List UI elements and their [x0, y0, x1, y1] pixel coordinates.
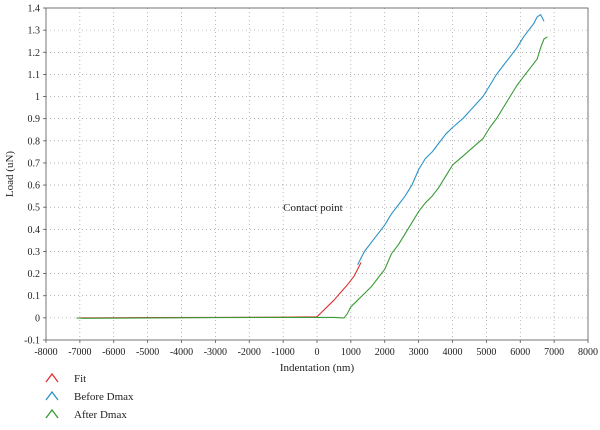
x-axis: -8000 -7000 -6000 -5000 -4000 -3000 -2000 -1000… — [34, 340, 598, 358]
y-axis-label: Load (uN) — [4, 151, 16, 197]
x-tick-label: 8000 — [578, 347, 598, 358]
x-tick-label: 6000 — [510, 347, 530, 358]
legend-swatch — [45, 372, 59, 383]
contact-point-annotation: Contact point — [283, 202, 343, 214]
y-tick-label: 0.9 — [28, 114, 41, 125]
legend-label: After Dmax — [74, 409, 127, 421]
legend-swatch — [45, 408, 59, 419]
y-tick-label: 0 — [35, 313, 40, 324]
y-tick-label: 1.2 — [28, 48, 41, 59]
x-tick-label: -5000 — [136, 347, 159, 358]
legend-label: Before Dmax — [74, 391, 134, 403]
x-tick-label: 1000 — [341, 347, 361, 358]
series-line-before-dmax — [357, 14, 545, 265]
x-tick-label: 2000 — [375, 347, 395, 358]
x-tick-label: -1000 — [271, 347, 294, 358]
series-line-fit — [79, 262, 362, 319]
y-tick-label: 0.1 — [28, 291, 41, 302]
y-tick-label: 0.6 — [28, 181, 41, 192]
y-tick-label: 0.8 — [28, 136, 41, 147]
x-tick-label: -3000 — [204, 347, 227, 358]
x-axis-label: Indentation (nm) — [280, 362, 355, 374]
y-tick-label: 0.7 — [28, 158, 41, 169]
x-tick-label: 3000 — [409, 347, 429, 358]
y-tick-label: 1.4 — [28, 4, 41, 15]
legend: Fit Before Dmax After Dmax — [45, 372, 134, 421]
y-tick-label: 0.2 — [28, 269, 41, 280]
y-tick-label: 0.4 — [28, 225, 41, 236]
legend-swatch — [45, 390, 59, 401]
y-tick-label: 1 — [35, 92, 40, 103]
series-group — [76, 14, 548, 319]
y-axis: -0.1 0 0.1 0.2 0.3 0.4 0.5 0.6 0.7 0.8 0.9 1 1.1 1.2 1… — [24, 4, 46, 347]
x-tick-label: -2000 — [238, 347, 261, 358]
x-tick-label: 4000 — [443, 347, 463, 358]
x-tick-label: -6000 — [102, 347, 125, 358]
y-tick-label: 0.5 — [28, 203, 41, 214]
grid — [46, 8, 588, 340]
x-tick-label: -8000 — [34, 347, 57, 358]
x-tick-label: -4000 — [170, 347, 193, 358]
series-line-after-dmax — [76, 36, 548, 319]
plot-frame — [45, 7, 589, 341]
x-tick-label: -7000 — [68, 347, 91, 358]
legend-label: Fit — [74, 373, 86, 385]
x-tick-label: 5000 — [476, 347, 496, 358]
x-tick-label: 7000 — [544, 347, 564, 358]
y-tick-label: -0.1 — [24, 336, 40, 347]
y-tick-label: 0.3 — [28, 247, 41, 258]
y-tick-label: 1.3 — [28, 26, 41, 37]
x-tick-label: 0 — [315, 347, 320, 358]
y-tick-label: 1.1 — [28, 70, 41, 81]
